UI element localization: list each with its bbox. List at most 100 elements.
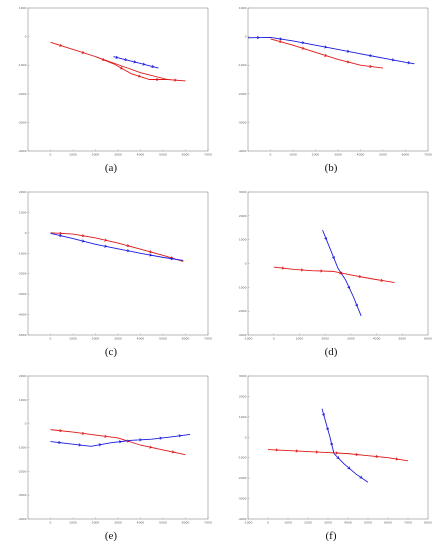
x-tick-label-c-1: 1000 (69, 337, 77, 341)
y-tick-label-b-0: -4000 (238, 149, 247, 153)
chart-panel-d: -1000 0 1000 2000 3000 4000 5000 6000 -3000 -2000… (238, 190, 432, 341)
x-tick-label-b-3: 3000 (334, 153, 342, 157)
x-tick-label-e-5: 5000 (159, 521, 167, 525)
x-tick-label-d-2: 1000 (296, 337, 304, 341)
x-tick-label-f-2: 1000 (284, 521, 292, 525)
x-tick-label-c-6: 6000 (182, 337, 190, 341)
series-line-e-0 (50, 429, 186, 456)
series-marker-f-0-5 (359, 475, 363, 479)
y-tick-label-b-4: 0 (245, 35, 247, 39)
x-tick-label-d-7: 6000 (424, 337, 432, 341)
x-tick-label-f-1: 0 (267, 521, 269, 525)
y-tick-label-a-1: -3000 (18, 120, 27, 124)
panel-label-d: (d) (324, 346, 338, 358)
y-tick-label-f-7: 3000 (239, 374, 247, 378)
y-tick-label-c-2: -3000 (18, 292, 27, 296)
series-marker-e-1-2 (98, 443, 102, 447)
x-tick-label-e-1: 1000 (69, 521, 77, 525)
series-marker-a-0-1 (81, 50, 85, 54)
x-tick-label-a-6: 6000 (182, 153, 190, 157)
x-tick-label-f-7: 6000 (384, 521, 392, 525)
y-tick-label-c-6: 1000 (19, 210, 27, 214)
x-tick-label-a-3: 3000 (114, 153, 122, 157)
x-tick-label-c-4: 4000 (137, 337, 145, 341)
series-marker-a-2-1 (124, 58, 128, 62)
y-tick-label-a-0: -4000 (18, 149, 27, 153)
y-tick-label-c-0: -5000 (18, 333, 27, 337)
y-tick-label-f-4: 0 (245, 435, 247, 439)
series-marker-a-2-2 (133, 60, 137, 64)
plot-frame-d (247, 191, 429, 336)
y-tick-label-e-0: -4000 (18, 517, 27, 521)
series-marker-b-0-3 (324, 45, 328, 49)
panel-label-e: (e) (104, 530, 118, 542)
x-tick-label-f-0: -1000 (244, 521, 253, 525)
x-tick-label-a-4: 4000 (137, 153, 145, 157)
chart-panel-e: 0 1000 2000 3000 4000 5000 6000 7000 -4000 -3000 -… (18, 374, 212, 525)
panel-label-a: (a) (104, 162, 118, 174)
y-tick-label-f-1: -3000 (238, 497, 247, 501)
series-marker-e-0-5 (171, 450, 175, 454)
series-marker-b-1-1 (301, 46, 305, 50)
x-tick-label-b-5: 5000 (379, 153, 387, 157)
series-line-f-0 (321, 408, 369, 483)
y-tick-label-d-6: 3000 (239, 190, 247, 194)
y-tick-label-d-5: 2000 (239, 214, 247, 218)
y-tick-label-d-4: 1000 (239, 238, 247, 242)
x-tick-label-e-2: 2000 (92, 521, 100, 525)
y-tick-label-f-0: -4000 (238, 517, 247, 521)
y-tick-label-e-6: 2000 (19, 374, 27, 378)
series-marker-b-1-3 (346, 60, 350, 64)
chart-panel-a: 0 1000 2000 3000 4000 5000 6000 7000 -4000 -3000 -… (18, 6, 212, 157)
x-tick-label-c-5: 5000 (159, 337, 167, 341)
x-tick-label-d-1: 0 (273, 337, 275, 341)
x-tick-label-a-2: 2000 (92, 153, 100, 157)
x-tick-label-b-0: 0 (270, 153, 272, 157)
x-tick-label-a-1: 1000 (69, 153, 77, 157)
series-marker-f-1-4 (355, 452, 359, 457)
panel-label-c: (c) (104, 346, 118, 358)
series-marker-b-0-5 (369, 53, 373, 58)
x-tick-label-f-4: 3000 (324, 521, 332, 525)
x-tick-label-e-6: 6000 (182, 521, 190, 525)
series-marker-a-2-0 (115, 55, 119, 59)
y-tick-label-e-2: -2000 (18, 469, 27, 473)
x-tick-label-b-4: 4000 (357, 153, 365, 157)
chart-panel-b: 0 1000 2000 3000 4000 5000 6000 7000 -4000 -3000 -… (238, 6, 432, 157)
series-marker-f-0-1 (325, 427, 329, 431)
panel-a: 0 1000 2000 3000 4000 5000 6000 7000 -4000 -3000 -… (6, 0, 216, 180)
series-line-d-1 (273, 266, 395, 284)
x-tick-label-c-2: 2000 (92, 337, 100, 341)
y-tick-label-f-6: 2000 (239, 394, 247, 398)
y-tick-label-b-1: -3000 (238, 120, 247, 124)
y-tick-label-e-4: 0 (25, 422, 27, 426)
panel-f: -1000 0 1000 2000 3000 4000 5000 6000 7000 8000 -4… (226, 368, 436, 548)
series-marker-b-1-4 (369, 64, 373, 68)
x-tick-label-b-1: 1000 (289, 153, 297, 157)
series-marker-c-1-1 (81, 239, 85, 243)
x-tick-label-a-7: 7000 (204, 153, 212, 157)
plot-frame-f (247, 375, 429, 520)
series-marker-f-0-2 (329, 442, 334, 447)
y-tick-label-f-5: 1000 (239, 415, 247, 419)
series-marker-d-1-4 (358, 274, 362, 279)
x-tick-label-f-8: 7000 (404, 521, 412, 525)
y-tick-label-e-3: -1000 (18, 446, 27, 450)
series-marker-d-1-5 (380, 278, 384, 282)
series-marker-b-0-6 (391, 58, 395, 62)
y-tick-label-d-1: -2000 (238, 309, 247, 313)
y-tick-label-c-5: 0 (25, 231, 27, 235)
x-tick-label-c-3: 3000 (114, 337, 122, 341)
y-tick-label-f-2: -2000 (238, 476, 247, 480)
y-tick-label-c-4: -1000 (18, 251, 27, 255)
y-tick-label-c-7: 2000 (19, 190, 27, 194)
series-marker-b-0-1 (279, 37, 283, 41)
series-marker-d-1-0 (281, 266, 285, 270)
series-marker-b-0-2 (301, 41, 305, 45)
y-tick-label-c-3: -2000 (18, 272, 27, 276)
series-marker-f-0-3 (336, 456, 340, 460)
series-marker-e-1-3 (118, 440, 123, 444)
series-marker-a-2-3 (142, 62, 146, 66)
series-marker-d-1-1 (300, 268, 304, 272)
series-marker-c-1-4 (149, 253, 153, 257)
